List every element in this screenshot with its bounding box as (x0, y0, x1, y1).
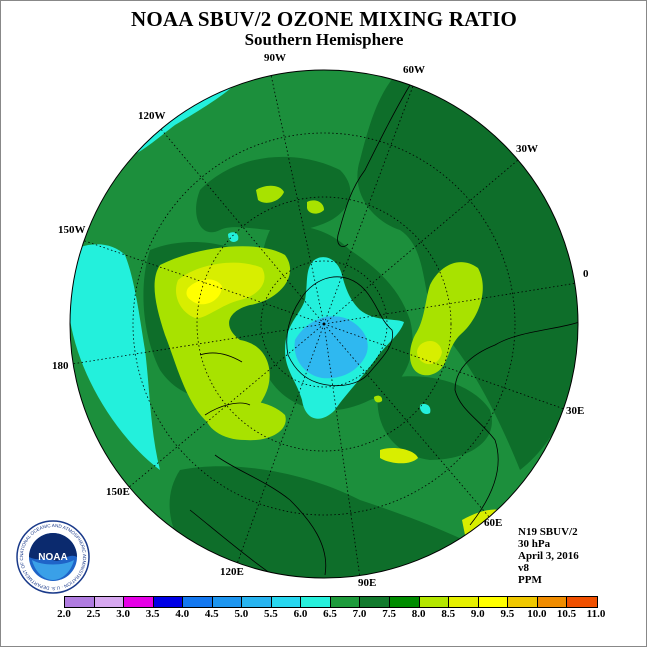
ozone-blob-3 (374, 395, 383, 403)
ozone-region-dark-se (377, 376, 492, 460)
colorbar-swatch (153, 597, 184, 607)
colorbar-swatch (242, 597, 272, 607)
colorbar-tick-label: 3.0 (116, 608, 130, 620)
lon-label-180: 180 (52, 360, 69, 372)
lon-label-60w: 60W (403, 64, 425, 76)
info-instrument: N19 SBUV/2 (518, 526, 578, 538)
lon-label-90w: 90W (264, 52, 286, 64)
ozone-blob-cyan-1 (228, 232, 239, 242)
meridian-90w (269, 70, 325, 325)
ozone-blob-cyan-2 (419, 403, 431, 415)
meridian-0 (323, 282, 578, 325)
colorbar-tick-label: 6.0 (293, 608, 308, 620)
lon-label-150w: 150W (58, 224, 86, 236)
colorbar-tick-label: 2.0 (57, 608, 71, 620)
colorbar-swatch (271, 597, 302, 607)
colorbar-tick-label: 6.5 (323, 608, 337, 620)
lon-label-90e: 90E (358, 577, 377, 589)
meridian-120w (159, 127, 325, 325)
lon-label-30e: 30E (566, 405, 585, 417)
info-version: v8 (518, 562, 529, 574)
colorbar-swatch (537, 597, 568, 607)
colorbar-swatch (94, 597, 125, 607)
map-title: NOAA SBUV/2 OZONE MIXING RATIO (131, 7, 517, 31)
colorbar-tick-label: 8.0 (411, 608, 426, 620)
lon-label-150e: 150E (106, 486, 130, 498)
info-date: April 3, 2016 (518, 550, 579, 562)
colorbar-tick-label: 2.5 (86, 608, 101, 620)
coast-new-zealand (199, 352, 251, 416)
meridian-150e (127, 323, 325, 489)
ozone-blob-2 (307, 200, 324, 214)
colorbar-tick-label: 5.0 (234, 608, 249, 620)
colorbar-swatch (449, 597, 479, 607)
lon-label-60e: 60E (484, 517, 503, 529)
map-boundary (69, 69, 579, 579)
lat-circle-75 (260, 260, 388, 388)
noaa-logo: NATIONAL OCEANIC AND ATMOSPHERIC ADMINIS… (16, 520, 90, 594)
ozone-region-yellowgreen-e (417, 340, 442, 365)
colorbar-tick-label: 3.5 (145, 608, 160, 620)
colorbar-swatch (301, 597, 331, 607)
colorbar-swatch (567, 597, 597, 607)
colorbar-swatch (419, 597, 450, 607)
ozone-region-cyan-west (70, 244, 160, 470)
coast-antarctica (286, 276, 394, 387)
ozone-blob-1 (256, 185, 284, 203)
meridian-150w (81, 239, 325, 325)
colorbar-tick-label: 5.5 (264, 608, 278, 620)
colorbar-tick-label: 9.0 (470, 608, 485, 620)
coast-south-america (337, 84, 411, 247)
lat-circle-60 (196, 196, 452, 452)
ozone-region-lightgreen-south (204, 399, 286, 441)
colorbar-ticks: 2.0 2.5 3.0 3.5 4.0 4.5 5.0 5.5 6.0 6.5 7.0 7.5 8.0 8… (57, 608, 605, 622)
lon-label-120e: 120E (220, 566, 244, 578)
coast-africa (454, 319, 578, 526)
colorbar-swatch (330, 597, 361, 607)
lon-label-0: 0 (583, 268, 589, 280)
meridian-180 (71, 323, 325, 365)
meridian-90e (323, 323, 361, 578)
colorbar-swatch (183, 597, 213, 607)
colorbar-tick-label: 10.5 (556, 608, 577, 620)
meridian-120e (236, 323, 325, 565)
ozone-region-cyan-nw (120, 80, 240, 160)
colorbar-tick-label: 4.0 (175, 608, 190, 620)
meridian-60e (323, 323, 491, 519)
colorbar-swatch (508, 597, 538, 607)
colorbar-swatch (478, 597, 509, 607)
colorbar-tick-label: 8.5 (441, 608, 456, 620)
colorbar-tick-label: 4.5 (204, 608, 219, 620)
colorbar-swatch (360, 597, 391, 607)
lon-label-120w: 120W (138, 110, 166, 122)
lon-label-30w: 30W (516, 143, 538, 155)
colorbar-tick-label: 11.0 (586, 608, 606, 620)
logo-noaa-text: NOAA (38, 552, 67, 563)
info-level: 30 hPa (518, 538, 551, 550)
ozone-region-yellowgreen-s (380, 447, 418, 464)
lat-circle-45 (132, 132, 516, 516)
ozone-region-blue (294, 316, 368, 379)
colorbar-swatch (65, 597, 95, 607)
colorbar-swatch (212, 597, 243, 607)
colorbar-swatch (124, 597, 154, 607)
colorbar-tick-label: 7.0 (352, 608, 367, 620)
info-block: N19 SBUV/2 30 hPa April 3, 2016 v8 PPM (518, 526, 579, 586)
colorbar-swatch (390, 597, 420, 607)
colorbar-tick-label: 9.5 (500, 608, 515, 620)
colorbar (64, 596, 598, 608)
colorbar-tick-label: 10.0 (527, 608, 547, 620)
meridian-30e (323, 323, 568, 411)
colorbar-tick-label: 7.5 (382, 608, 396, 620)
map-subtitle: Southern Hemisphere (244, 30, 404, 49)
graticule (71, 70, 578, 578)
coast-australia (214, 454, 327, 576)
info-units: PPM (518, 574, 542, 586)
